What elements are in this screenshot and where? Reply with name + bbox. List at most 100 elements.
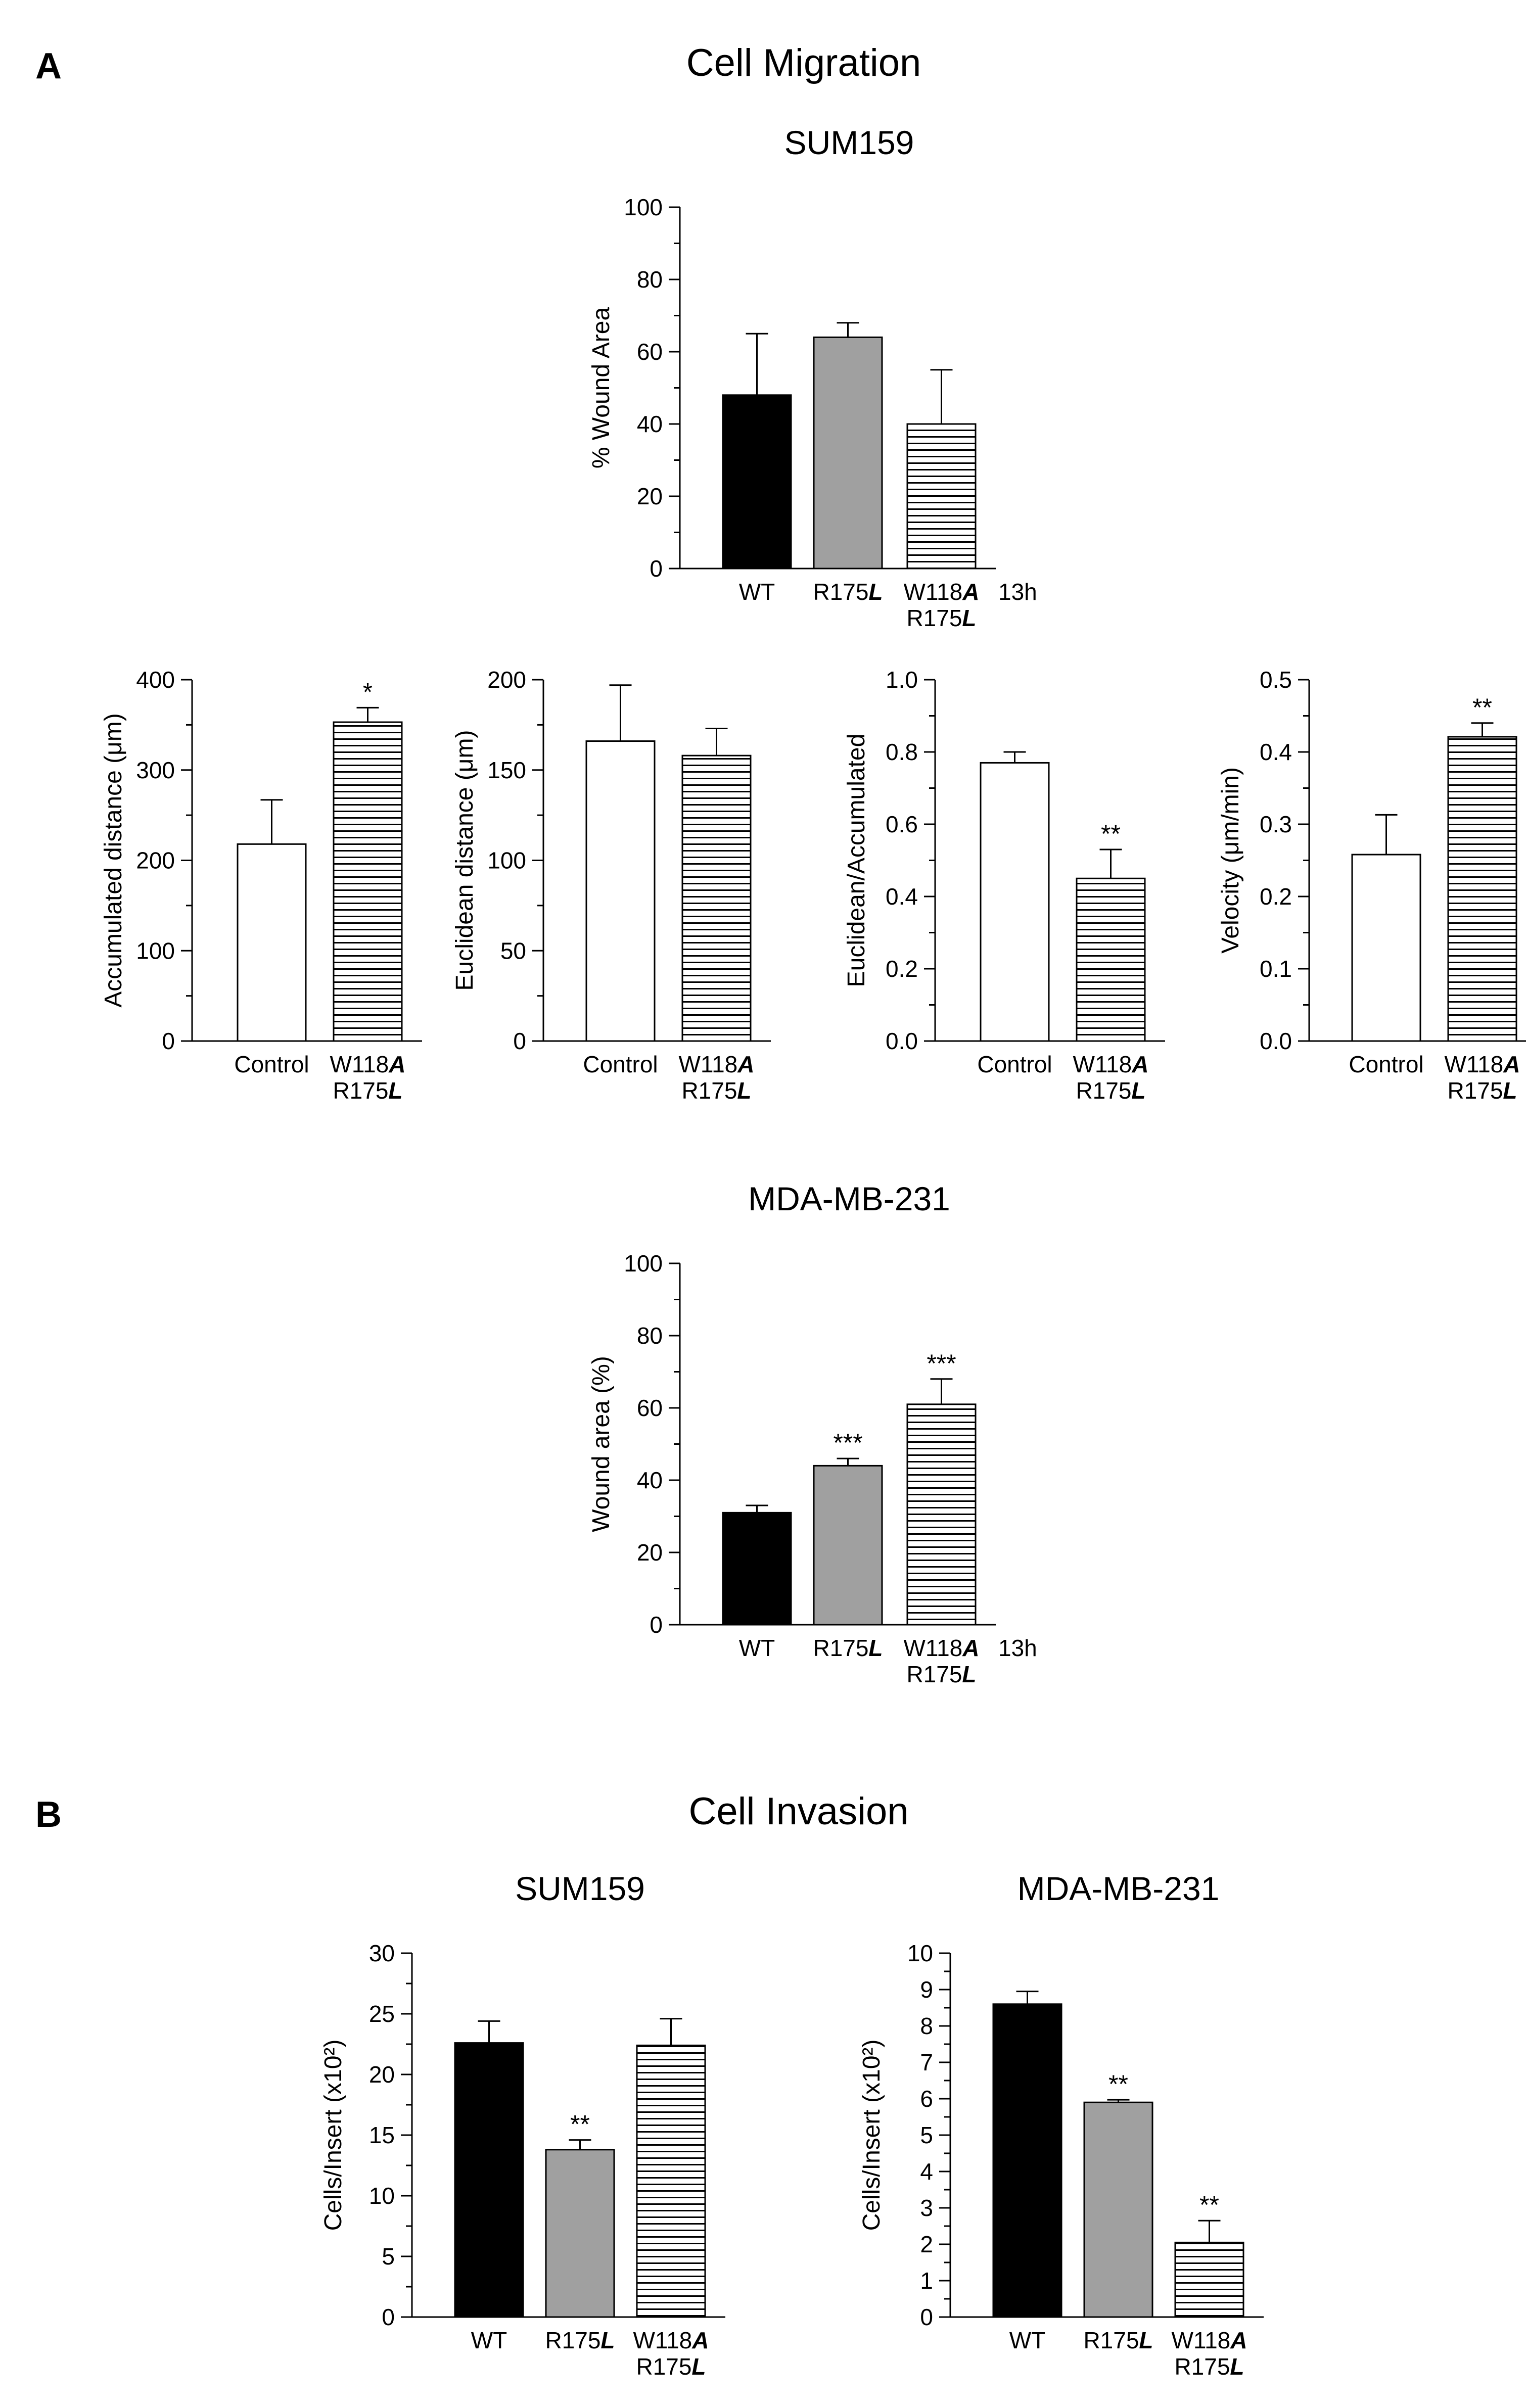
x-tick-label-part: Control — [977, 1051, 1052, 1077]
x-tick-label-part: Control — [1349, 1051, 1423, 1077]
x-tick-label: R175L — [906, 1661, 976, 1687]
y-tick-label: 4 — [920, 2158, 933, 2185]
x-tick-label-part: A — [691, 2327, 709, 2353]
x-tick-label-part: R175 — [545, 2327, 600, 2353]
y-tick-label: 40 — [637, 1467, 663, 1493]
y-tick-label: 7 — [920, 2049, 933, 2075]
chart-velocity: 0.0 0.1 0.2 0.3 0.4 0.5 Velocity (μm/min) Contr… — [1217, 667, 1526, 1104]
y-tick-label: 30 — [369, 1940, 395, 1966]
y-tick-label: 2 — [920, 2231, 933, 2257]
x-tick-label-part: R175 — [813, 579, 868, 605]
y-tick-label: 0.4 — [1260, 739, 1292, 765]
x-tick-label-part: R175 — [681, 1077, 737, 1104]
chart-title: SUM159 — [515, 1870, 645, 1907]
x-tick-label-part: L — [1131, 1077, 1145, 1104]
x-tick-label-part: W118 — [1073, 1051, 1132, 1077]
x-tick-label-part: W118 — [330, 1051, 389, 1077]
x-tick-label-part: A — [388, 1051, 405, 1077]
x-tick-label-part: WT — [1009, 2327, 1046, 2353]
bar — [906, 1403, 977, 1626]
y-tick-label: 0.0 — [1260, 1028, 1292, 1054]
y-tick-label: 9 — [920, 1976, 933, 2003]
y-tick-label: 3 — [920, 2195, 933, 2221]
x-tick-label-part: R175 — [906, 1661, 962, 1687]
x-tick-label: W118A — [679, 1051, 755, 1077]
x-tick-label: Control — [1349, 1051, 1423, 1077]
x-tick-label: W118A — [330, 1051, 406, 1077]
bar — [813, 1465, 883, 1626]
bar — [980, 762, 1050, 1042]
y-tick-label: 0 — [650, 1612, 663, 1638]
x-tick-label-part: A — [1503, 1051, 1520, 1077]
x-tick-label-part: L — [962, 605, 976, 631]
x-tick-label: Control — [583, 1051, 658, 1077]
y-tick-label: 60 — [637, 1395, 663, 1421]
bar — [813, 336, 883, 570]
y-tick-label: 8 — [920, 2013, 933, 2039]
x-tick-label: R175L — [545, 2327, 615, 2353]
y-tick-label: 50 — [500, 937, 526, 964]
y-tick-label: 0.1 — [1260, 956, 1292, 982]
significance-label: ** — [1472, 693, 1492, 722]
x-tick-label-part: W118 — [1445, 1051, 1504, 1077]
bar — [1351, 854, 1421, 1042]
x-tick-label-part: R175 — [333, 1077, 388, 1104]
x-tick-label: WT — [739, 579, 775, 605]
y-tick-label: 200 — [487, 667, 526, 693]
y-tick-label: 0.3 — [1260, 811, 1292, 837]
y-axis-label: Euclidean/Accumulated — [843, 734, 870, 987]
x-tick-label: W118A — [1172, 2327, 1247, 2353]
bar — [722, 394, 792, 570]
x-tick-label-part: W118 — [679, 1051, 738, 1077]
bar — [1083, 2101, 1153, 2318]
x-tick-label-part: L — [1139, 2327, 1153, 2353]
bar — [906, 423, 977, 570]
x-tick-label-part: WT — [739, 1635, 775, 1661]
y-axis-label: Velocity (μm/min) — [1217, 767, 1244, 954]
y-tick-label: 0.4 — [886, 883, 918, 910]
x-tick-label: WT — [471, 2327, 507, 2353]
x-tick-label: R175L — [1447, 1077, 1517, 1104]
y-tick-label: 0 — [920, 2304, 933, 2330]
x-tick-label: R175L — [1083, 2327, 1153, 2353]
x-tick-label-part: R175 — [813, 1635, 868, 1661]
y-tick-label: 200 — [136, 847, 175, 874]
cell-migration-title: Cell Migration — [686, 41, 921, 84]
x-tick-label: R175L — [636, 2353, 706, 2380]
cell-invasion-title: Cell Invasion — [688, 1790, 908, 1833]
y-axis-label: Accumulated distance (μm) — [100, 713, 127, 1008]
x-tick-label-part: WT — [739, 579, 775, 605]
significance-label: ** — [1108, 2070, 1128, 2098]
x-tick-label-part: L — [868, 1635, 883, 1661]
y-tick-label: 0 — [650, 555, 663, 582]
x-tick-label-part: Control — [234, 1051, 309, 1077]
bar — [237, 843, 307, 1042]
x-tick-label-part: W118 — [633, 2327, 692, 2353]
x-tick-label: Control — [977, 1051, 1052, 1077]
x-tick-label-part: R175 — [906, 605, 962, 631]
y-tick-label: 0.8 — [886, 739, 918, 765]
y-tick-label: 0.5 — [1260, 667, 1292, 693]
x-tick-label-part: L — [600, 2327, 615, 2353]
y-tick-label: 400 — [136, 667, 175, 693]
x-tick-label: WT — [1009, 2327, 1046, 2353]
x-tick-label-part: L — [388, 1077, 402, 1104]
y-tick-label: 10 — [369, 2183, 395, 2209]
chart-accumulated: 0 100 200 300 400 Accumulated distance (μm) Co… — [100, 667, 422, 1104]
x-tick-label-part: R175 — [1083, 2327, 1139, 2353]
x-tick-label: R175L — [1076, 1077, 1145, 1104]
bar — [585, 740, 656, 1042]
y-tick-label: 20 — [637, 1539, 663, 1566]
x-tick-label: W118A — [1073, 1051, 1149, 1077]
bar — [1447, 736, 1517, 1042]
y-tick-label: 0 — [513, 1028, 526, 1054]
bar — [333, 721, 403, 1042]
y-tick-label: 6 — [920, 2086, 933, 2112]
x-tick-label-part: L — [868, 579, 883, 605]
x-tick-label: W118A — [904, 579, 980, 605]
timepoint-label: 13h — [998, 579, 1037, 605]
x-tick-label-part: WT — [471, 2327, 507, 2353]
